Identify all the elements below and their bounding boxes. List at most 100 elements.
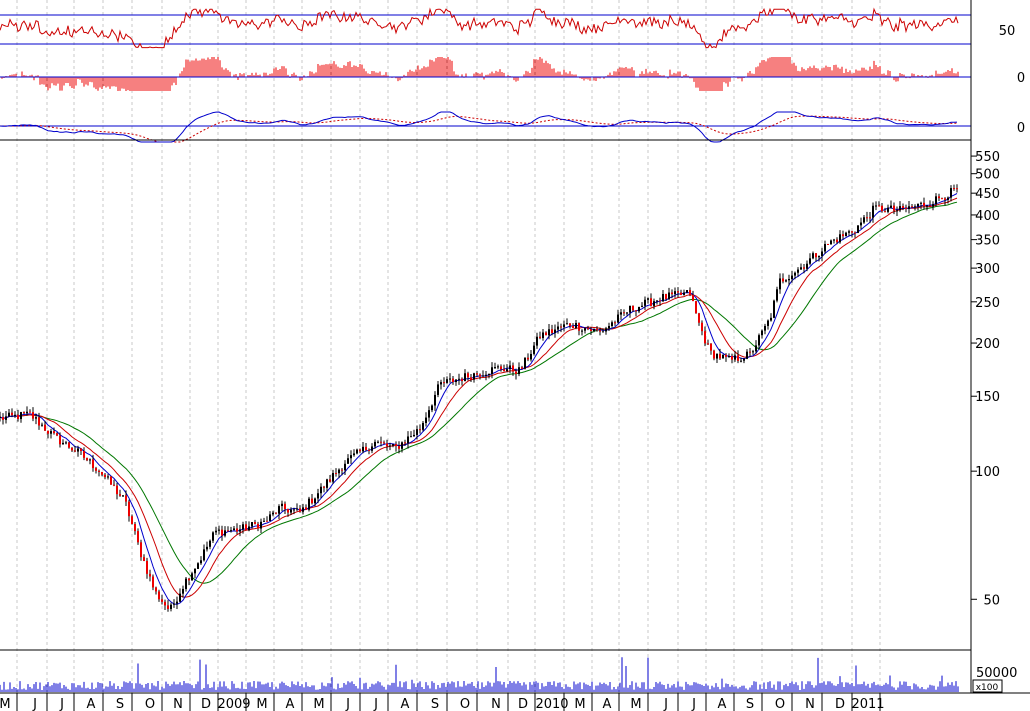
candle-body [905,207,907,210]
candle-body [377,441,379,443]
candle-body [26,411,28,414]
month-label: N [173,697,183,711]
candle-body [449,378,451,380]
candle-body [824,244,826,252]
candle-body [344,463,346,471]
candle-body [206,546,208,550]
price-tick-label: 50 [983,593,1000,608]
price-tick-label: 450 [975,187,1000,202]
candle-body [407,436,409,444]
candle-body [860,222,862,226]
candle-body [89,459,91,461]
candle-body [125,495,127,502]
candle-body [374,441,376,447]
month-label: J [691,697,696,711]
grid-layer [16,0,881,693]
candle-body [587,328,589,330]
oscillator-signal-line [0,115,958,143]
candle-body [551,329,553,333]
candle-body [155,587,157,592]
candle-body [239,529,241,532]
candle-body [404,442,406,444]
candle-body [689,290,691,295]
candle-body [11,412,13,416]
candle-body [59,435,61,445]
candle-body [332,473,334,482]
candle-body [215,530,217,533]
candle-body [266,520,268,522]
candle-body [581,330,583,332]
candle-body [881,205,883,212]
moving-average-long [0,201,958,584]
price-tick-label: 250 [975,296,1000,311]
candle-body [341,469,343,471]
candle-body [458,378,460,380]
candle-body [161,599,163,602]
candle-body [794,272,796,276]
candle-body [710,343,712,351]
candle-body [434,394,436,406]
histogram-panel: 0 [0,57,1025,91]
candle-body [356,449,358,454]
candle-body [32,412,34,419]
candle-body [461,378,463,382]
candle-body [578,322,580,331]
candle-body [509,365,511,370]
candle-body [224,530,226,536]
candle-body [221,529,223,536]
candle-body [926,205,928,207]
month-label: 2009 [217,697,250,711]
month-label: O [145,697,155,711]
month-label: O [775,697,785,711]
candle-body [620,312,622,315]
candle-body [797,269,799,273]
candle-body [440,382,442,385]
candle-body [41,424,43,426]
candle-body [389,445,391,447]
candle-body [920,202,922,204]
price-tick-label: 200 [975,337,1000,352]
candle-body [893,205,895,211]
candle-body [563,324,565,328]
candle-body [227,530,229,532]
price-tick-labels: 550 500 450 400 350 300 250 200 150 100 50 [971,150,1000,608]
candle-body [788,278,790,281]
candle-body [560,326,562,328]
candle-body [479,374,481,377]
candle-body [752,351,754,353]
candle-body [557,326,559,330]
price-tick-label: 150 [975,390,1000,405]
candle-body [71,447,73,451]
candle-body [176,601,178,604]
candle-body [776,289,778,301]
month-label: D [518,697,528,711]
candle-body [674,291,676,295]
candle-body [854,232,856,234]
candle-body [110,476,112,485]
candle-body [737,355,739,361]
candle-body [608,326,610,329]
candle-body [446,379,448,383]
candle-body [17,414,19,420]
candle-body [518,367,520,375]
candle-body [512,365,514,372]
candle-body [77,448,79,452]
candle-body [254,522,256,524]
candle-body [293,509,295,511]
candle-body [647,298,649,300]
month-label: M [313,697,324,711]
candle-body [602,331,604,333]
candle-body [488,374,490,376]
candle-body [200,560,202,564]
candle-body [545,332,547,336]
candle-body [164,601,166,606]
price-tick-label: 550 [975,150,1000,165]
candle-body [242,524,244,530]
candle-body [497,366,499,368]
candle-body [104,474,106,478]
candle-body [731,355,733,360]
candle-body [44,424,46,431]
price-candles [0,184,958,612]
candle-body [23,412,25,414]
